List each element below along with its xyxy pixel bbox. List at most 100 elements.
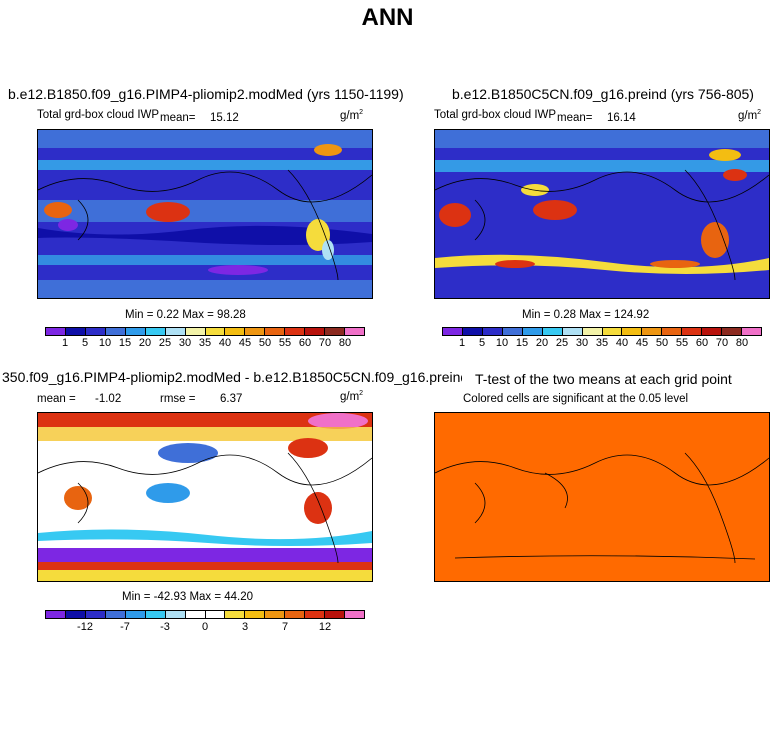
colorbar-swatch [522, 328, 543, 335]
colorbar-tick-label: 70 [715, 337, 729, 349]
panel1-mean-label: mean= [160, 112, 196, 124]
colorbar-tick-label: 45 [635, 337, 649, 349]
colorbar-swatch [345, 611, 364, 618]
panel3-title: 350.f09_g16.PIMP4-pliomip2.modMed - b.e1… [2, 369, 462, 385]
panel3-mean-value: -1.02 [95, 393, 122, 405]
panel1-mean-value: 15.12 [210, 112, 239, 124]
colorbar-tick-label: 55 [278, 337, 292, 349]
panel1-map [37, 129, 373, 299]
panel3-mean-label: mean = [37, 393, 76, 405]
colorbar-swatch [682, 328, 703, 335]
colorbar-tick-label: 80 [338, 337, 352, 349]
colorbar-swatch [502, 328, 523, 335]
colorbar-swatch [642, 328, 663, 335]
colorbar-swatch [205, 328, 226, 335]
colorbar-swatch [185, 328, 206, 335]
panel2-subtitle: Total grd-box cloud IWP [434, 109, 557, 121]
panel3-map [37, 412, 373, 582]
colorbar-swatch [85, 328, 106, 335]
colorbar-swatch [46, 328, 66, 335]
colorbar-swatch [702, 328, 723, 335]
colorbar-tick-label: 60 [298, 337, 312, 349]
colorbar-swatch [245, 328, 266, 335]
panel3-colorbar [45, 610, 365, 619]
colorbar-swatch [622, 328, 643, 335]
colorbar-tick-label: 50 [655, 337, 669, 349]
panel4-map-svg [435, 413, 769, 581]
colorbar-swatch [602, 328, 623, 335]
colorbar-swatch [46, 611, 66, 618]
panel4-map [434, 412, 770, 582]
colorbar-tick-label: 1 [458, 337, 466, 349]
panel2-units: g/m2 [738, 109, 762, 122]
panel1-colorbar-labels: 1 5 10 15 20 25 30 35 40 45 50 55 60 70 80 [45, 337, 365, 351]
colorbar-swatch [185, 611, 206, 618]
colorbar-swatch [305, 328, 326, 335]
colorbar-swatch [205, 611, 226, 618]
colorbar-swatch [105, 328, 126, 335]
colorbar-swatch [443, 328, 463, 335]
colorbar-swatch [65, 611, 86, 618]
panel3-rmse-label: rmse = [160, 393, 196, 405]
colorbar-tick-label: 15 [515, 337, 529, 349]
colorbar-swatch [225, 328, 246, 335]
colorbar-swatch [345, 328, 364, 335]
colorbar-tick-label: 10 [98, 337, 112, 349]
colorbar-tick-label: 40 [615, 337, 629, 349]
colorbar-tick-label: 10 [495, 337, 509, 349]
colorbar-swatch [662, 328, 683, 335]
colorbar-tick-label: 50 [258, 337, 272, 349]
panel2-mean-label: mean= [557, 112, 593, 124]
colorbar-tick-label: 0 [201, 621, 209, 633]
colorbar-swatch [325, 611, 346, 618]
panel2-title: b.e12.B1850C5CN.f09_g16.preind (yrs 756-… [452, 86, 754, 102]
colorbar-swatch [85, 611, 106, 618]
colorbar-swatch [165, 328, 186, 335]
colorbar-swatch [105, 611, 126, 618]
panel4-title: T-test of the two means at each grid poi… [475, 371, 732, 387]
colorbar-tick-label: 40 [218, 337, 232, 349]
colorbar-swatch [145, 328, 166, 335]
panel3-rmse-value: 6.37 [220, 393, 243, 405]
colorbar-tick-label: 60 [695, 337, 709, 349]
colorbar-tick-label: 70 [318, 337, 332, 349]
colorbar-tick-label: 35 [198, 337, 212, 349]
panel1-map-svg [38, 130, 372, 298]
panel4-subtitle: Colored cells are significant at the 0.0… [463, 393, 689, 405]
colorbar-swatch [285, 328, 306, 335]
colorbar-swatch [165, 611, 186, 618]
colorbar-tick-label: -3 [160, 621, 170, 633]
colorbar-tick-label: 25 [158, 337, 172, 349]
colorbar-swatch [305, 611, 326, 618]
panel1-title: b.e12.B1850.f09_g16.PIMP4-pliomip2.modMe… [8, 86, 404, 102]
panel3-units: g/m2 [340, 390, 364, 403]
colorbar-swatch [225, 611, 246, 618]
panel1-subtitle: Total grd-box cloud IWP [37, 109, 160, 121]
colorbar-tick-label: 12 [318, 621, 332, 633]
panel2-map-svg [435, 130, 769, 298]
panel3-map-svg [38, 413, 372, 581]
colorbar-swatch [145, 611, 166, 618]
colorbar-swatch [265, 328, 286, 335]
colorbar-tick-label: 7 [281, 621, 289, 633]
panel2-colorbar [442, 327, 762, 336]
colorbar-tick-label: 30 [178, 337, 192, 349]
colorbar-swatch [482, 328, 503, 335]
colorbar-swatch [582, 328, 603, 335]
panel2-map [434, 129, 770, 299]
colorbar-swatch [125, 611, 146, 618]
colorbar-swatch [722, 328, 743, 335]
colorbar-tick-label: 5 [81, 337, 89, 349]
colorbar-tick-label: 20 [138, 337, 152, 349]
colorbar-tick-label: 80 [735, 337, 749, 349]
page-title: ANN [361, 4, 414, 31]
colorbar-swatch [265, 611, 286, 618]
panel1-units: g/m2 [340, 109, 364, 122]
colorbar-swatch [125, 328, 146, 335]
colorbar-swatch [742, 328, 761, 335]
panel1-colorbar [45, 327, 365, 336]
colorbar-swatch [65, 328, 86, 335]
colorbar-swatch [462, 328, 483, 335]
colorbar-swatch [542, 328, 563, 335]
colorbar-tick-label: -12 [77, 621, 93, 633]
